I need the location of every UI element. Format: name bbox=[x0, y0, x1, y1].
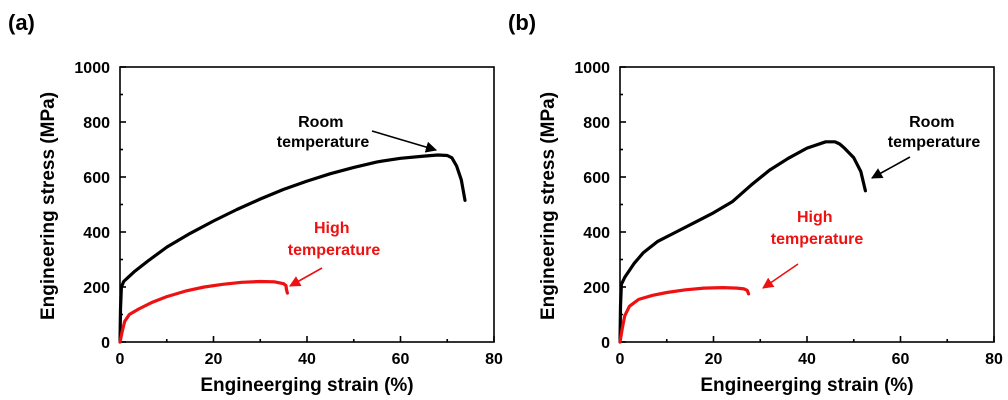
x-tick-label: 20 bbox=[705, 351, 723, 368]
series-line-high-temperature bbox=[118, 279, 289, 344]
x-axis-title-a: Engineerging strain (%) bbox=[200, 375, 413, 396]
y-axis-title-a: Engineering stress (MPa) bbox=[38, 92, 59, 320]
x-tick-label: 80 bbox=[485, 351, 503, 368]
y-tick-label: 600 bbox=[583, 170, 610, 187]
annotation-room-temperature-b: Room temperature bbox=[871, 114, 981, 179]
x-tick-label: 20 bbox=[205, 351, 223, 368]
annotation-line: Room bbox=[298, 114, 343, 131]
series-line-room-temperature bbox=[118, 153, 467, 344]
y-tick-labels-b: 0 200 400 600 800 1000 bbox=[574, 60, 610, 352]
chart-panel-a: (a) 0 200 400 600 800 1000 0 20 40 60 80… bbox=[8, 10, 503, 396]
series-line-room-temperature bbox=[618, 140, 867, 344]
x-axis-title-b: Engineerging strain (%) bbox=[700, 375, 913, 396]
series-line-high-temperature bbox=[618, 286, 751, 344]
x-tick-label: 60 bbox=[892, 351, 910, 368]
x-tick-label: 0 bbox=[116, 351, 125, 368]
annotation-line: temperature bbox=[888, 134, 981, 151]
annotation-line: temperature bbox=[288, 242, 381, 259]
annotation-arrow bbox=[371, 130, 438, 153]
y-tick-label: 800 bbox=[583, 115, 610, 132]
y-tick-label: 800 bbox=[83, 115, 110, 132]
y-tick-label: 600 bbox=[83, 170, 110, 187]
x-tick-labels-a: 0 20 40 60 80 bbox=[116, 351, 503, 368]
x-tick-label: 40 bbox=[298, 351, 316, 368]
y-tick-label: 200 bbox=[83, 280, 110, 297]
x-tick-label: 0 bbox=[616, 351, 625, 368]
x-tick-label: 80 bbox=[985, 351, 1003, 368]
y-tick-label: 400 bbox=[83, 225, 110, 242]
annotation-high-temperature-b: High temperature bbox=[762, 209, 864, 289]
annotation-line: High bbox=[314, 220, 350, 237]
annotation-line: temperature bbox=[771, 231, 864, 248]
y-tick-label: 400 bbox=[583, 225, 610, 242]
annotation-high-temperature-a: High temperature bbox=[288, 220, 381, 287]
svg-text:Room temperature: Room temperature bbox=[888, 114, 981, 151]
svg-text:Room temperature: Room temperature bbox=[277, 114, 370, 151]
annotation-line: temperature bbox=[277, 134, 370, 151]
y-tick-label: 0 bbox=[101, 335, 110, 352]
annotation-arrow bbox=[289, 267, 323, 287]
y-tick-label: 1000 bbox=[574, 60, 610, 77]
x-tick-label: 40 bbox=[798, 351, 816, 368]
x-tick-label: 60 bbox=[392, 351, 410, 368]
plot-frame-b bbox=[619, 66, 995, 343]
annotation-line: Room bbox=[909, 114, 954, 131]
annotation-arrow bbox=[762, 263, 799, 289]
axis-ticks-a bbox=[119, 66, 495, 343]
svg-text:High temperature: High temperature bbox=[771, 209, 864, 248]
y-tick-label: 0 bbox=[601, 335, 610, 352]
y-tick-labels-a: 0 200 400 600 800 1000 bbox=[74, 60, 110, 352]
annotation-room-temperature-a: Room temperature bbox=[277, 114, 438, 153]
x-tick-labels-b: 0 20 40 60 80 bbox=[616, 351, 1003, 368]
y-tick-label: 200 bbox=[583, 280, 610, 297]
plot-frame-a bbox=[119, 66, 495, 343]
y-tick-label: 1000 bbox=[74, 60, 110, 77]
annotation-arrow bbox=[871, 156, 911, 179]
svg-text:High temperature: High temperature bbox=[288, 220, 381, 259]
y-axis-title-b: Engineering stress (MPa) bbox=[538, 92, 559, 320]
axis-ticks-b bbox=[619, 66, 995, 343]
chart-panel-b: (b) 0 200 400 600 800 1000 0 20 40 60 80… bbox=[508, 10, 1003, 396]
annotation-line: High bbox=[797, 209, 833, 226]
panel-label-a: (a) bbox=[8, 10, 35, 35]
panel-label-b: (b) bbox=[508, 10, 536, 35]
